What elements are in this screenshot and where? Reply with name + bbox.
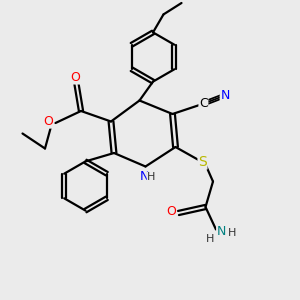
Text: N: N	[140, 169, 150, 183]
Text: N: N	[217, 225, 226, 239]
Text: H: H	[206, 233, 214, 244]
Text: N: N	[220, 89, 230, 102]
Text: O: O	[166, 205, 176, 218]
Text: C: C	[199, 97, 208, 110]
Text: H: H	[147, 172, 156, 182]
Text: S: S	[198, 155, 207, 169]
Text: O: O	[43, 115, 53, 128]
Text: H: H	[227, 227, 236, 238]
Text: O: O	[70, 71, 80, 84]
